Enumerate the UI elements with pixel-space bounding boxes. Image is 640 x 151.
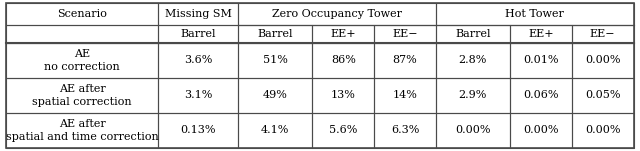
- Bar: [6, 78, 157, 113]
- Bar: [374, 43, 436, 78]
- Bar: [436, 43, 510, 78]
- Text: 0.01%: 0.01%: [523, 55, 559, 65]
- Text: Zero Occupancy Tower: Zero Occupancy Tower: [272, 9, 402, 19]
- Bar: [157, 26, 239, 43]
- Text: 87%: 87%: [393, 55, 417, 65]
- Text: 3.6%: 3.6%: [184, 55, 212, 65]
- Text: 2.9%: 2.9%: [459, 90, 487, 100]
- Text: 14%: 14%: [393, 90, 417, 100]
- Bar: [436, 26, 510, 43]
- Text: 51%: 51%: [263, 55, 288, 65]
- Text: 0.06%: 0.06%: [523, 90, 559, 100]
- Bar: [239, 3, 436, 26]
- Bar: [312, 26, 374, 43]
- Bar: [6, 3, 157, 26]
- Text: EE+: EE+: [528, 29, 554, 39]
- Text: 0.00%: 0.00%: [523, 125, 559, 135]
- Bar: [374, 78, 436, 113]
- Bar: [157, 3, 239, 26]
- Bar: [572, 26, 634, 43]
- Text: 0.13%: 0.13%: [180, 125, 216, 135]
- Text: 0.00%: 0.00%: [585, 125, 620, 135]
- Bar: [239, 78, 312, 113]
- Bar: [436, 113, 510, 148]
- Bar: [572, 78, 634, 113]
- Bar: [239, 113, 312, 148]
- Bar: [6, 26, 157, 43]
- Bar: [374, 26, 436, 43]
- Text: AE
no correction: AE no correction: [44, 49, 120, 72]
- Text: 5.6%: 5.6%: [329, 125, 357, 135]
- Bar: [6, 113, 157, 148]
- Bar: [374, 113, 436, 148]
- Text: Scenario: Scenario: [57, 9, 107, 19]
- Text: AE after
spatial and time correction: AE after spatial and time correction: [6, 119, 158, 142]
- Text: Barrel: Barrel: [180, 29, 216, 39]
- Bar: [6, 43, 157, 78]
- Bar: [510, 78, 572, 113]
- Text: EE−: EE−: [392, 29, 418, 39]
- Text: 3.1%: 3.1%: [184, 90, 212, 100]
- Bar: [157, 43, 239, 78]
- Text: Missing SM: Missing SM: [164, 9, 232, 19]
- Bar: [572, 43, 634, 78]
- Bar: [312, 43, 374, 78]
- Bar: [239, 26, 312, 43]
- Text: 0.00%: 0.00%: [585, 55, 620, 65]
- Text: 0.05%: 0.05%: [585, 90, 620, 100]
- Text: 0.00%: 0.00%: [455, 125, 491, 135]
- Bar: [312, 78, 374, 113]
- Bar: [312, 113, 374, 148]
- Text: Barrel: Barrel: [258, 29, 293, 39]
- Bar: [157, 78, 239, 113]
- Text: Barrel: Barrel: [455, 29, 491, 39]
- Bar: [436, 3, 634, 26]
- Bar: [436, 78, 510, 113]
- Text: EE−: EE−: [590, 29, 616, 39]
- Text: 4.1%: 4.1%: [261, 125, 289, 135]
- Text: EE+: EE+: [330, 29, 356, 39]
- Bar: [572, 113, 634, 148]
- Bar: [510, 113, 572, 148]
- Bar: [157, 113, 239, 148]
- Text: 86%: 86%: [331, 55, 356, 65]
- Text: AE after
spatial correction: AE after spatial correction: [32, 84, 132, 107]
- Bar: [239, 43, 312, 78]
- Text: 49%: 49%: [263, 90, 288, 100]
- Bar: [510, 43, 572, 78]
- Text: 6.3%: 6.3%: [391, 125, 419, 135]
- Text: 13%: 13%: [331, 90, 356, 100]
- Text: Hot Tower: Hot Tower: [506, 9, 564, 19]
- Text: 2.8%: 2.8%: [459, 55, 487, 65]
- Bar: [510, 26, 572, 43]
